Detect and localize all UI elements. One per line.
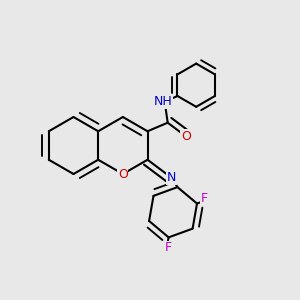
Text: NH: NH bbox=[154, 95, 172, 108]
Text: O: O bbox=[118, 167, 128, 181]
Text: F: F bbox=[200, 192, 207, 205]
Text: O: O bbox=[181, 130, 190, 143]
Text: F: F bbox=[165, 241, 172, 254]
Text: N: N bbox=[167, 171, 176, 184]
